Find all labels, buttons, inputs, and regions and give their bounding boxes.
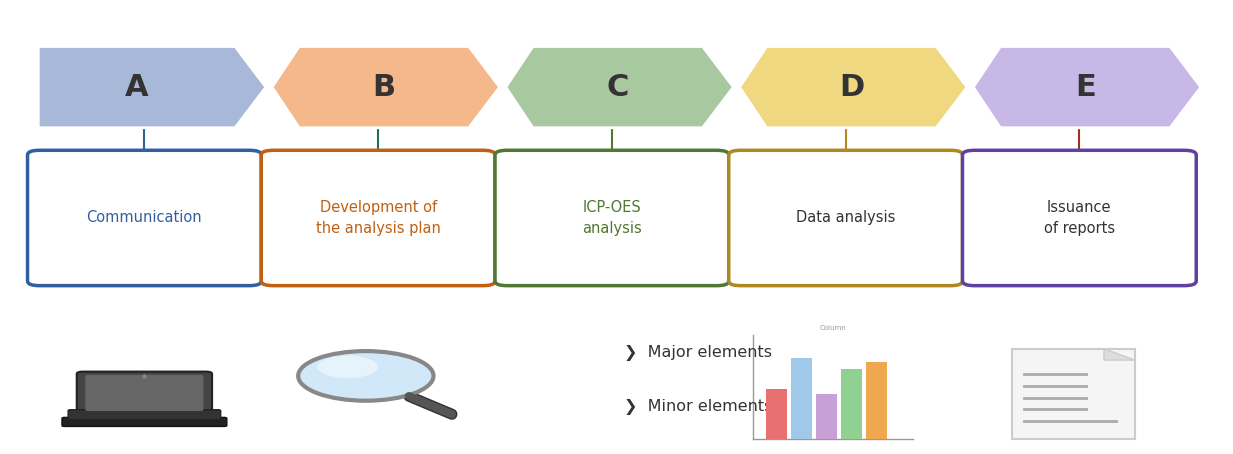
Polygon shape (740, 46, 967, 128)
Text: B: B (372, 73, 396, 102)
Text: ICP-OES
analysis: ICP-OES analysis (582, 200, 641, 236)
FancyBboxPatch shape (494, 150, 729, 286)
FancyBboxPatch shape (62, 417, 227, 426)
Polygon shape (272, 46, 499, 128)
Polygon shape (506, 46, 734, 128)
Polygon shape (1104, 349, 1134, 360)
Bar (816, 394, 837, 439)
Polygon shape (973, 46, 1201, 128)
FancyBboxPatch shape (261, 150, 494, 286)
FancyBboxPatch shape (963, 150, 1196, 286)
FancyBboxPatch shape (76, 372, 212, 414)
Text: C: C (607, 73, 629, 102)
Text: Issuance
of reports: Issuance of reports (1044, 200, 1115, 236)
Polygon shape (38, 46, 266, 128)
Circle shape (317, 356, 377, 378)
Bar (841, 369, 862, 439)
Circle shape (298, 351, 434, 401)
Bar (790, 358, 813, 439)
Bar (866, 362, 887, 439)
Text: E: E (1075, 73, 1096, 102)
Text: Development of
the analysis plan: Development of the analysis plan (316, 200, 440, 236)
Text: A: A (125, 73, 148, 102)
Text: Column: Column (820, 325, 847, 331)
FancyBboxPatch shape (85, 375, 203, 411)
Text: Data analysis: Data analysis (797, 211, 895, 226)
FancyBboxPatch shape (68, 410, 221, 419)
FancyBboxPatch shape (1012, 349, 1134, 439)
FancyBboxPatch shape (729, 150, 963, 286)
Text: ❯  Major elements: ❯ Major elements (624, 345, 772, 361)
Bar (766, 390, 787, 439)
Text: Communication: Communication (86, 211, 202, 226)
Text: D: D (838, 73, 864, 102)
FancyBboxPatch shape (27, 150, 261, 286)
Text: ❯  Minor elements: ❯ Minor elements (624, 400, 773, 415)
